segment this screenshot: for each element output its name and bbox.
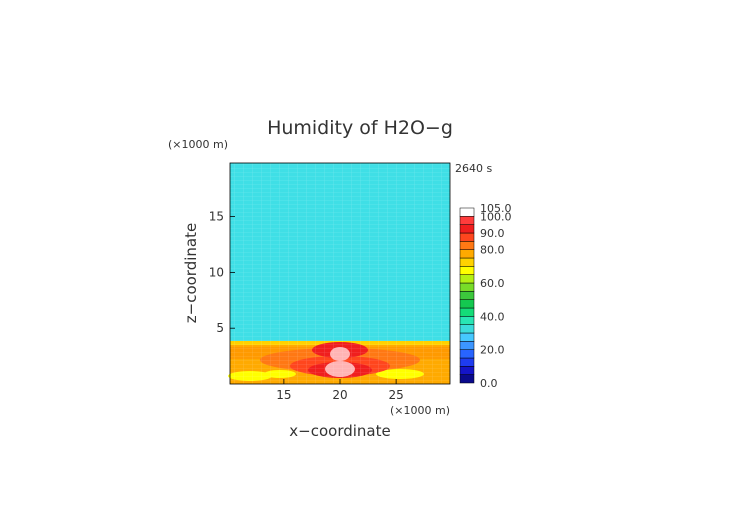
colorbar-tick-label: 105.0 (480, 202, 512, 215)
x-unit-label: (×1000 m) (390, 404, 450, 417)
colorbar-swatch (459, 357, 475, 367)
colorbar-swatch (459, 282, 475, 292)
y-unit-label: (×1000 m) (168, 138, 228, 151)
colorbar-swatch (459, 291, 475, 300)
colorbar-swatch (459, 224, 475, 234)
colorbar-swatch (459, 241, 475, 250)
plot-grid (230, 163, 450, 384)
y-tick-label: 5 (216, 321, 224, 335)
x-axis: 15 20 25 (276, 379, 404, 402)
chart-title: Humidity of H2O−g (267, 117, 453, 139)
colorbar-tick-label: 20.0 (480, 344, 505, 357)
colorbar-swatch (459, 332, 475, 342)
plot-area (228, 162, 451, 385)
colorbar-tick-label: 100.0 (480, 210, 512, 223)
colorbar-tick-label: 80.0 (480, 244, 505, 257)
colorbar-swatch (459, 374, 475, 384)
y-tick-label: 10 (209, 265, 224, 279)
colorbar-swatch (459, 257, 475, 267)
time-label: 2640 s (455, 162, 492, 175)
colorbar-tick-label: 0.0 (480, 377, 498, 390)
x-tick-label: 20 (332, 388, 347, 402)
colorbar-swatch (459, 324, 475, 334)
x-tick-label: 15 (276, 388, 291, 402)
colorbar-swatch (459, 316, 475, 325)
x-axis-label: x−coordinate (289, 422, 390, 440)
colorbar-tick-label: 90.0 (480, 227, 505, 240)
colorbar-swatch (459, 274, 475, 284)
y-axis: 5 10 15 (209, 210, 235, 335)
colorbar-swatch (459, 307, 475, 317)
colorbar-swatch (459, 299, 475, 309)
colorbar-swatch (459, 366, 475, 375)
y-axis-label: z−coordinate (182, 223, 200, 323)
colorbar-swatch (459, 341, 475, 350)
colorbar-swatch (459, 216, 475, 225)
colorbar-tick-label: 40.0 (480, 310, 505, 323)
colorbar-swatch (459, 249, 475, 259)
x-tick-label: 25 (388, 388, 403, 402)
colorbar-swatch (459, 349, 475, 359)
colorbar-swatch (459, 207, 475, 217)
colorbar-tick-label: 60.0 (480, 277, 505, 290)
y-tick-label: 15 (209, 210, 224, 224)
colorbar-swatch (459, 266, 475, 275)
colorbar-swatch (459, 232, 475, 242)
